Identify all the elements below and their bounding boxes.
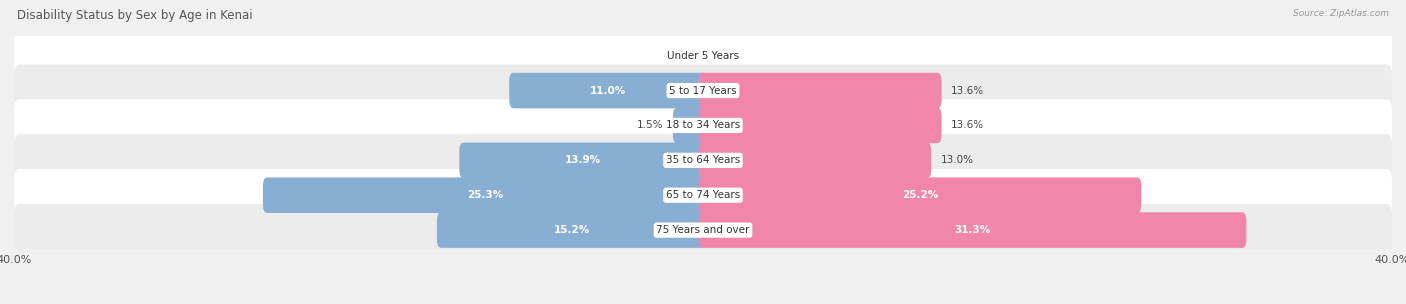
FancyBboxPatch shape [699, 212, 1246, 248]
FancyBboxPatch shape [699, 143, 931, 178]
Text: 13.6%: 13.6% [950, 120, 984, 130]
FancyBboxPatch shape [14, 99, 1392, 152]
Text: 0.0%: 0.0% [717, 51, 742, 61]
FancyBboxPatch shape [263, 178, 707, 213]
FancyBboxPatch shape [460, 143, 707, 178]
Text: 75 Years and over: 75 Years and over [657, 225, 749, 235]
FancyBboxPatch shape [14, 29, 1392, 82]
Text: 15.2%: 15.2% [554, 225, 591, 235]
Text: Disability Status by Sex by Age in Kenai: Disability Status by Sex by Age in Kenai [17, 9, 253, 22]
FancyBboxPatch shape [14, 169, 1392, 221]
Text: 13.0%: 13.0% [941, 155, 974, 165]
Text: Under 5 Years: Under 5 Years [666, 51, 740, 61]
FancyBboxPatch shape [673, 108, 707, 143]
Text: 35 to 64 Years: 35 to 64 Years [666, 155, 740, 165]
Text: 11.0%: 11.0% [591, 85, 627, 95]
FancyBboxPatch shape [14, 64, 1392, 117]
FancyBboxPatch shape [699, 178, 1142, 213]
Text: 13.6%: 13.6% [950, 85, 984, 95]
FancyBboxPatch shape [14, 204, 1392, 256]
Text: 25.2%: 25.2% [901, 190, 938, 200]
Text: 0.0%: 0.0% [664, 51, 689, 61]
Text: Source: ZipAtlas.com: Source: ZipAtlas.com [1294, 9, 1389, 18]
Text: 25.3%: 25.3% [467, 190, 503, 200]
Text: 18 to 34 Years: 18 to 34 Years [666, 120, 740, 130]
FancyBboxPatch shape [699, 73, 942, 108]
Text: 31.3%: 31.3% [955, 225, 991, 235]
Text: 65 to 74 Years: 65 to 74 Years [666, 190, 740, 200]
FancyBboxPatch shape [14, 134, 1392, 186]
FancyBboxPatch shape [509, 73, 707, 108]
FancyBboxPatch shape [437, 212, 707, 248]
Text: 13.9%: 13.9% [565, 155, 602, 165]
Text: 5 to 17 Years: 5 to 17 Years [669, 85, 737, 95]
FancyBboxPatch shape [699, 108, 942, 143]
Text: 1.5%: 1.5% [637, 120, 664, 130]
